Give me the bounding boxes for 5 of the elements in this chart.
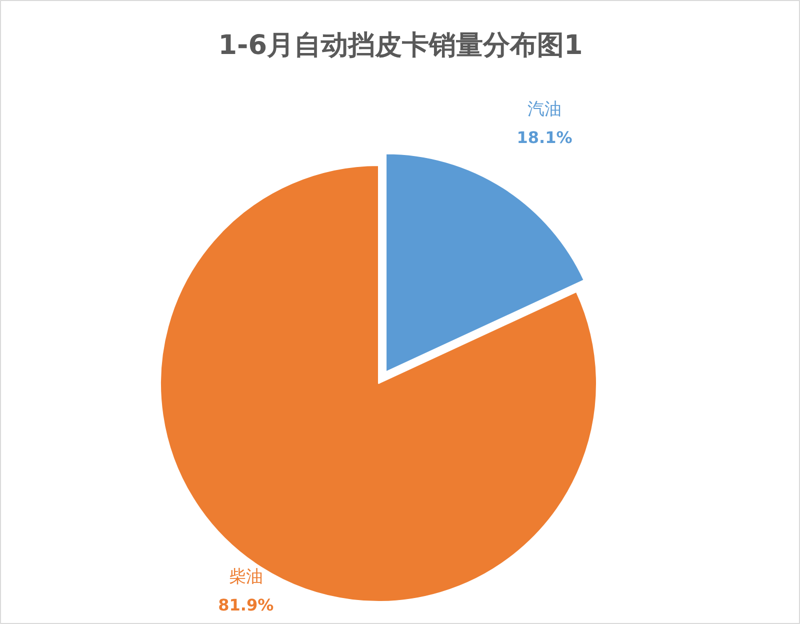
slice-label: 柴油 [228, 567, 263, 588]
data-label: 18.1% [516, 128, 572, 148]
chart-title: 1-6月自动挡皮卡销量分布图1 [218, 30, 583, 61]
data-label: 81.9% [218, 596, 274, 615]
slice-label: 汽油 [528, 100, 562, 120]
